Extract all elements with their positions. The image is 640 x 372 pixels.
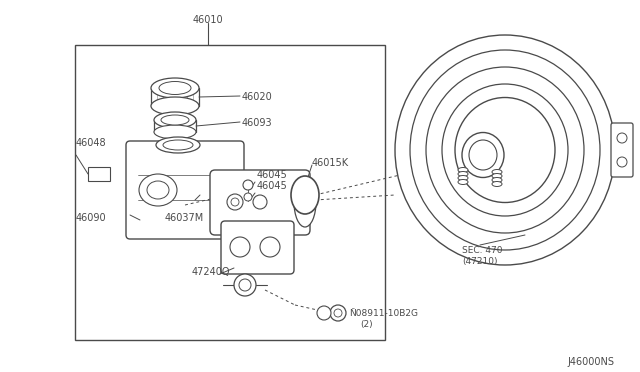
Circle shape: [234, 274, 256, 296]
Ellipse shape: [159, 81, 191, 94]
Text: 46020: 46020: [242, 92, 273, 102]
Ellipse shape: [147, 181, 169, 199]
Text: 46045: 46045: [257, 181, 288, 191]
Ellipse shape: [492, 170, 502, 174]
Ellipse shape: [462, 132, 504, 177]
Text: (2): (2): [360, 320, 372, 329]
Ellipse shape: [139, 174, 177, 206]
Ellipse shape: [492, 177, 502, 183]
Ellipse shape: [442, 84, 568, 216]
Ellipse shape: [291, 176, 319, 214]
Ellipse shape: [492, 173, 502, 179]
FancyBboxPatch shape: [210, 170, 310, 235]
Text: 46090: 46090: [76, 213, 107, 223]
Ellipse shape: [410, 50, 600, 250]
Ellipse shape: [151, 97, 199, 115]
Circle shape: [334, 309, 342, 317]
Text: Ñ08911-10B2G: Ñ08911-10B2G: [349, 309, 418, 318]
Circle shape: [244, 193, 252, 201]
Circle shape: [243, 180, 253, 190]
Text: 47240Q: 47240Q: [192, 267, 230, 277]
Circle shape: [617, 133, 627, 143]
Circle shape: [253, 195, 267, 209]
Circle shape: [227, 194, 243, 210]
FancyBboxPatch shape: [221, 221, 294, 274]
Circle shape: [231, 198, 239, 206]
FancyBboxPatch shape: [611, 123, 633, 177]
Ellipse shape: [154, 112, 196, 128]
Ellipse shape: [161, 115, 189, 125]
Ellipse shape: [163, 140, 193, 150]
Text: SEC. 470: SEC. 470: [462, 246, 502, 255]
Ellipse shape: [151, 78, 199, 98]
Text: 46048: 46048: [76, 138, 107, 148]
Ellipse shape: [458, 176, 468, 180]
Circle shape: [239, 279, 251, 291]
Ellipse shape: [154, 125, 196, 139]
Bar: [88, 167, 110, 181]
Circle shape: [317, 306, 331, 320]
Ellipse shape: [469, 140, 497, 170]
Circle shape: [260, 237, 280, 257]
Ellipse shape: [395, 35, 615, 265]
Bar: [75, 45, 385, 340]
Ellipse shape: [492, 182, 502, 186]
Text: (47210): (47210): [462, 257, 497, 266]
Circle shape: [230, 237, 250, 257]
Text: 46010: 46010: [193, 15, 223, 25]
Text: N: N: [321, 311, 326, 315]
FancyBboxPatch shape: [126, 141, 244, 239]
Ellipse shape: [458, 167, 468, 173]
Circle shape: [617, 157, 627, 167]
Ellipse shape: [458, 171, 468, 176]
Ellipse shape: [455, 97, 555, 202]
Ellipse shape: [156, 137, 200, 153]
Ellipse shape: [458, 180, 468, 185]
Circle shape: [330, 305, 346, 321]
Ellipse shape: [426, 67, 584, 233]
Ellipse shape: [294, 177, 316, 227]
Text: J46000NS: J46000NS: [567, 357, 614, 367]
Text: 46045: 46045: [257, 170, 288, 180]
Text: 46093: 46093: [242, 118, 273, 128]
Text: 46037M: 46037M: [165, 213, 204, 223]
Text: 46015K: 46015K: [312, 158, 349, 168]
